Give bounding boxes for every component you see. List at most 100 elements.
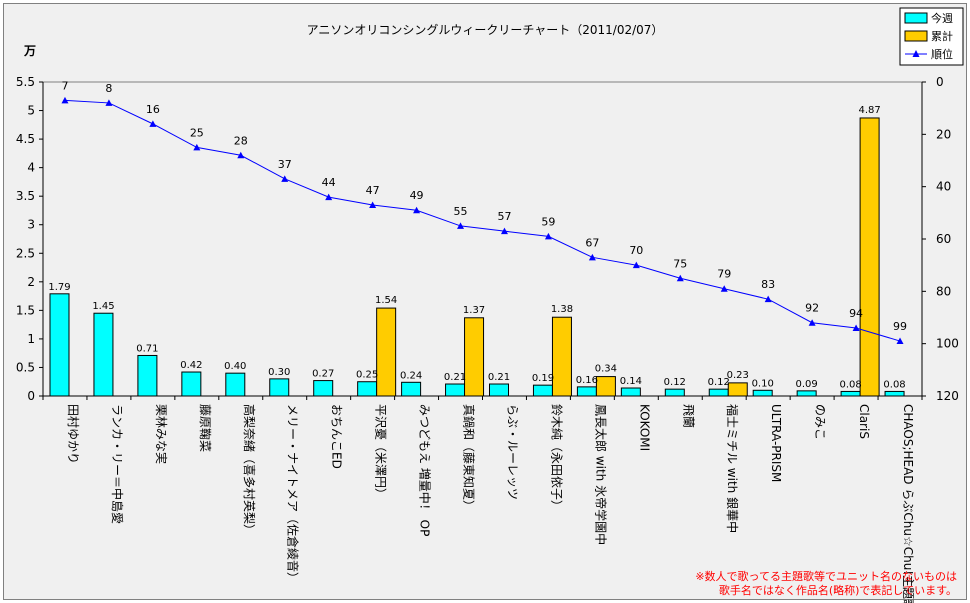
category-label-2: ランカ・リー＝中島愛 bbox=[110, 404, 125, 524]
category-label-11: らぶ・ルーレッツ bbox=[505, 404, 519, 500]
bar-current-6 bbox=[269, 378, 290, 397]
rank-label-3: 16 bbox=[146, 103, 160, 116]
bar-label-current-2: 1.45 bbox=[92, 301, 114, 312]
legend-label-current: 今週 bbox=[931, 11, 953, 25]
rank-label-4: 25 bbox=[190, 126, 204, 139]
bar-cumulative-12 bbox=[551, 316, 572, 397]
rank-label-15: 75 bbox=[673, 257, 687, 270]
category-label-12: 鈴木純（永田依子） bbox=[549, 404, 564, 512]
rank-label-8: 47 bbox=[366, 184, 380, 197]
bar-label-current-7: 0.27 bbox=[312, 369, 334, 380]
bar-label-current-9: 0.24 bbox=[400, 370, 422, 381]
left-tick-label-6: 3 bbox=[27, 218, 35, 232]
chart-title: アニソンオリコンシングルウィークリーチャート（2011/02/07） bbox=[307, 23, 664, 37]
bar-current-20 bbox=[884, 390, 905, 397]
bar-current-7 bbox=[313, 380, 334, 397]
right-tick-label-0: 0 bbox=[936, 75, 944, 89]
category-label-18: のみこ bbox=[813, 404, 827, 440]
rank-label-13: 67 bbox=[585, 236, 599, 249]
category-label-3: 栗林みな実 bbox=[154, 404, 169, 464]
rank-marker-20 bbox=[896, 337, 904, 345]
legend-marker-rank bbox=[912, 50, 920, 57]
rank-marker-18 bbox=[808, 319, 816, 326]
bar-label-current-13: 0.16 bbox=[576, 375, 598, 386]
right-tick-label-2: 40 bbox=[936, 180, 951, 194]
category-label-19: ClariS bbox=[857, 404, 871, 439]
bar-current-11 bbox=[489, 383, 509, 397]
bar-label-current-8: 0.25 bbox=[356, 370, 378, 381]
rank-marker-16 bbox=[720, 285, 728, 292]
rank-label-20: 99 bbox=[893, 320, 907, 333]
category-label-13: 鳳長太郎 with 氷帝学園中 bbox=[593, 404, 608, 545]
rank-label-7: 44 bbox=[322, 176, 336, 189]
category-label-8: 平沢憂（米澤円） bbox=[374, 404, 388, 500]
rank-label-19: 94 bbox=[849, 307, 863, 320]
rank-marker-15 bbox=[676, 274, 684, 282]
bar-current-10 bbox=[445, 383, 466, 397]
rank-label-11: 57 bbox=[497, 210, 511, 223]
bar-cumulative-10 bbox=[464, 317, 485, 397]
category-label-15: 飛蘭 bbox=[681, 404, 695, 428]
rank-label-14: 70 bbox=[629, 244, 643, 257]
bar-label-current-14: 0.14 bbox=[620, 376, 642, 387]
bar-cumulative-8 bbox=[376, 307, 397, 397]
rank-label-6: 37 bbox=[278, 158, 292, 171]
rank-line bbox=[64, 99, 901, 342]
category-label-6: メリー・ナイトメア（佐倉綾音） bbox=[286, 404, 301, 584]
y-axis-label: 万 bbox=[23, 44, 36, 58]
rank-marker-1 bbox=[61, 96, 69, 104]
left-tick-label-8: 4 bbox=[27, 161, 35, 175]
left-tick-label-4: 2 bbox=[27, 275, 35, 289]
legend-label-cumulative: 累計 bbox=[931, 29, 953, 43]
bar-current-4 bbox=[181, 371, 202, 397]
bar-cumulative-13 bbox=[595, 376, 616, 397]
category-label-10: 真鍋和（藤東知夏） bbox=[462, 404, 477, 512]
rank-label-2: 8 bbox=[105, 82, 112, 95]
rank-label-1: 7 bbox=[61, 79, 68, 92]
bar-label-cumulative-12: 1.38 bbox=[551, 304, 573, 315]
rank-marker-12 bbox=[544, 232, 552, 240]
bar-current-5 bbox=[225, 372, 246, 397]
bar-label-current-5: 0.40 bbox=[224, 361, 246, 372]
category-label-9: みつどもえ 増量中！ OP bbox=[418, 404, 433, 536]
rank-marker-5 bbox=[237, 151, 245, 159]
rank-marker-10 bbox=[457, 222, 465, 229]
left-tick-label-9: 4.5 bbox=[16, 132, 35, 146]
right-tick-label-5: 100 bbox=[936, 337, 959, 351]
bar-label-current-4: 0.42 bbox=[180, 360, 202, 371]
category-label-17: ULTRA-PRISM bbox=[769, 404, 783, 482]
bar-current-9 bbox=[401, 381, 422, 397]
footnote-line-1: ※数人で歌ってる主題歌等でユニット名のないものは bbox=[695, 569, 957, 583]
left-tick-label-10: 5 bbox=[27, 104, 35, 118]
category-label-14: KOKOMI bbox=[637, 404, 651, 451]
bar-label-current-15: 0.12 bbox=[664, 377, 686, 388]
bar-current-17 bbox=[752, 389, 773, 397]
category-label-1: 田村ゆかり bbox=[66, 404, 80, 464]
bar-label-cumulative-10: 1.37 bbox=[463, 305, 485, 316]
left-tick-label-7: 3.5 bbox=[16, 189, 35, 203]
bar-label-cumulative-13: 0.34 bbox=[595, 364, 617, 375]
footnote-line-2: 歌手名ではなく作品名(略称)で表記しています。 bbox=[719, 583, 957, 597]
bar-label-current-6: 0.30 bbox=[268, 367, 290, 378]
bar-label-current-19: 0.08 bbox=[839, 379, 861, 390]
rank-marker-14 bbox=[632, 261, 640, 269]
bar-label-cumulative-8: 1.54 bbox=[375, 295, 397, 306]
rank-marker-2 bbox=[105, 99, 113, 106]
bar-current-3 bbox=[137, 354, 158, 397]
bar-current-14 bbox=[620, 387, 641, 397]
bar-label-cumulative-16: 0.23 bbox=[727, 370, 749, 381]
bar-label-current-17: 0.10 bbox=[752, 378, 774, 389]
rank-label-16: 79 bbox=[717, 268, 731, 281]
left-tick-label-0: 0 bbox=[27, 389, 35, 403]
left-tick-label-1: 0.5 bbox=[16, 360, 35, 374]
rank-label-17: 83 bbox=[761, 278, 775, 291]
category-label-16: 福士ミチル with 銀華中 bbox=[725, 404, 740, 533]
right-tick-label-1: 20 bbox=[936, 127, 951, 141]
bar-current-18 bbox=[796, 390, 817, 397]
legend: 今週 累計 順位 bbox=[899, 7, 964, 66]
category-label-5: 高梨奈緒（喜多村英梨） bbox=[242, 404, 257, 536]
bar-label-current-3: 0.71 bbox=[136, 343, 158, 354]
left-tick-label-3: 1.5 bbox=[16, 303, 35, 317]
rank-label-10: 55 bbox=[454, 205, 468, 218]
bar-label-current-18: 0.09 bbox=[796, 379, 818, 390]
